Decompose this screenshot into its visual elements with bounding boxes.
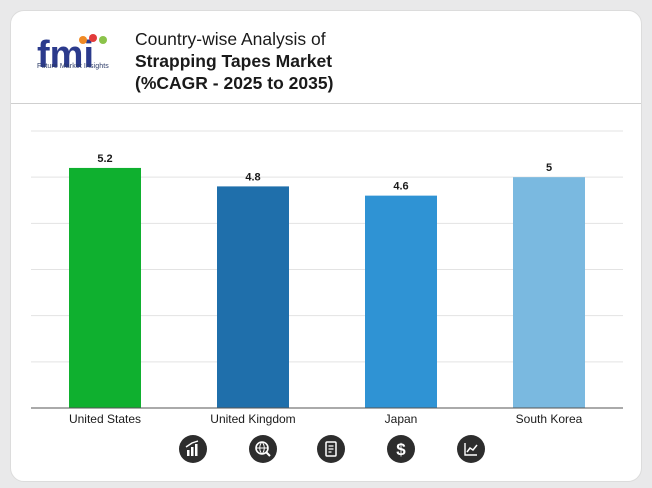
fmi-logo: fmi bbox=[37, 34, 107, 76]
data-label: 5.2 bbox=[97, 153, 112, 165]
document-icon[interactable] bbox=[317, 435, 345, 463]
bar-growth-icon[interactable] bbox=[179, 435, 207, 463]
dollar-icon[interactable]: $ bbox=[387, 435, 415, 463]
bar-south-korea bbox=[513, 177, 585, 408]
data-label: 4.6 bbox=[393, 181, 408, 193]
svg-text:$: $ bbox=[396, 440, 406, 459]
x-tick-label: Japan bbox=[385, 412, 418, 426]
logo-caption: Future Market Insights bbox=[37, 63, 109, 70]
x-tick-label: United States bbox=[69, 412, 141, 426]
bar-japan bbox=[365, 195, 437, 408]
x-tick-label: South Korea bbox=[516, 412, 583, 426]
title-line-2: Strapping Tapes Market bbox=[135, 51, 333, 71]
title-line-3: (%CAGR - 2025 to 2035) bbox=[135, 73, 334, 93]
data-label: 5 bbox=[546, 162, 552, 174]
x-tick-label: United Kingdom bbox=[210, 412, 295, 426]
title-line-1: Country-wise Analysis of bbox=[135, 29, 326, 49]
header: fmi Future Market Insights Country-wise … bbox=[11, 11, 641, 104]
bar-chart: 5.2 United States 4.8 United Kingdom 4.6 Japa… bbox=[31, 130, 623, 426]
chart-card: fmi Future Market Insights Country-wise … bbox=[10, 10, 642, 482]
data-label: 4.8 bbox=[245, 171, 260, 183]
trend-chart-icon[interactable] bbox=[457, 435, 485, 463]
globe-search-icon[interactable] bbox=[249, 435, 277, 463]
bar-united-kingdom bbox=[217, 186, 289, 408]
chart-title: Country-wise Analysis of Strapping Tapes… bbox=[135, 28, 333, 94]
bar-united-states bbox=[69, 167, 141, 408]
